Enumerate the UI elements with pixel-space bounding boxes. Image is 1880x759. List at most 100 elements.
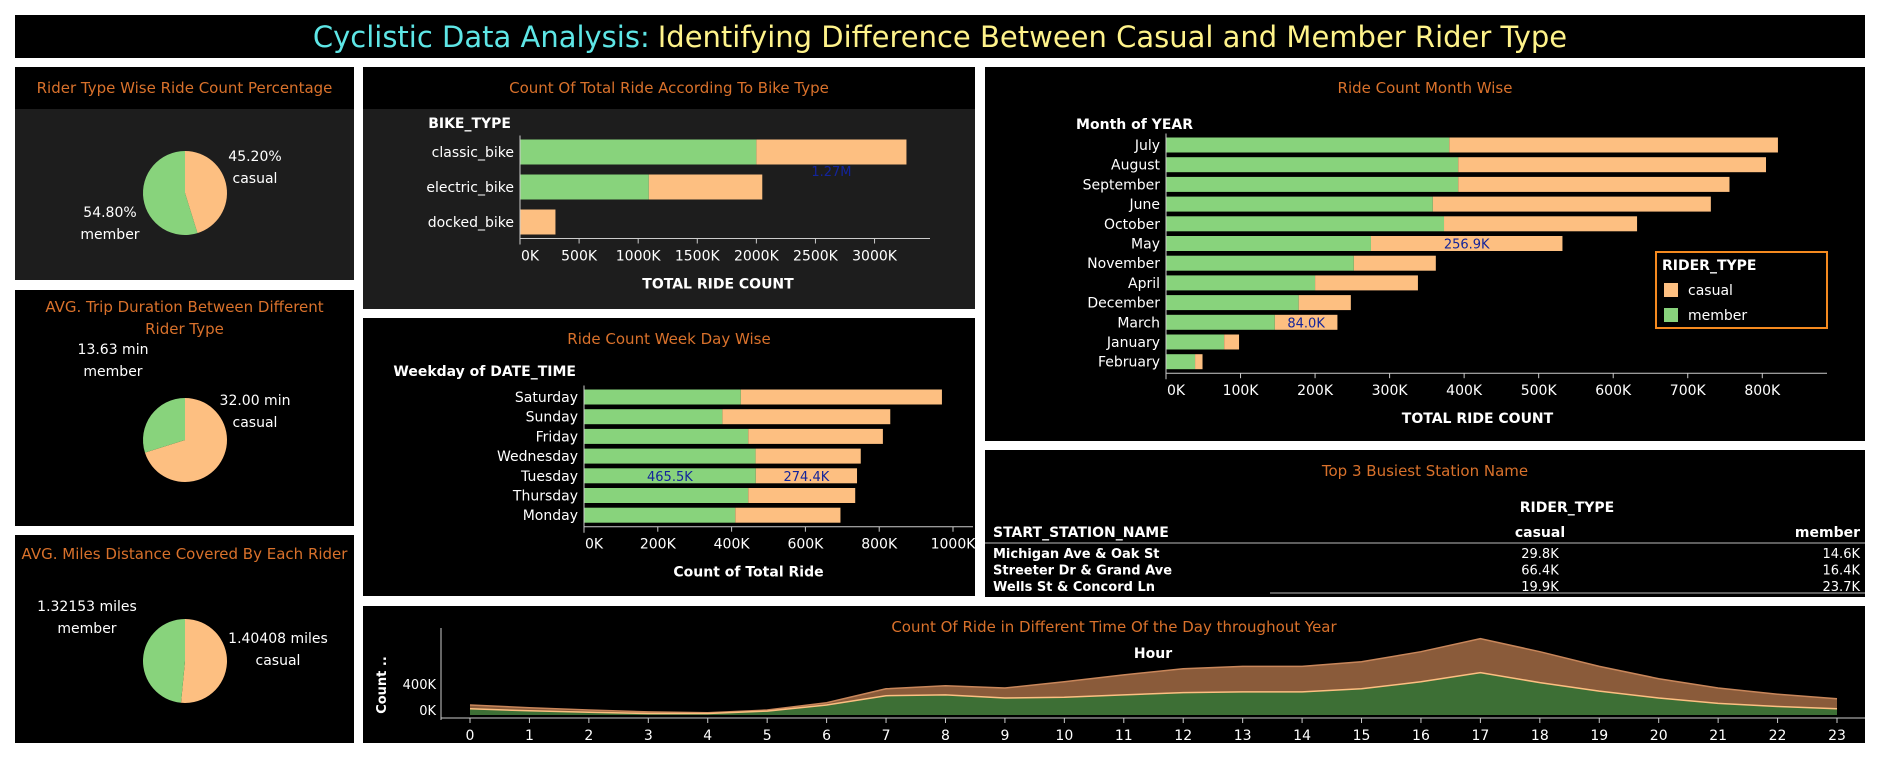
trip-duration-panel: AVG. Trip Duration Between Different Rid… — [15, 290, 354, 526]
stations-row-member-2: 23.7K — [1823, 580, 1861, 595]
hour-x-tick-label-19: 19 — [1590, 728, 1608, 743]
month-tick-label-2: 200K — [1297, 383, 1334, 399]
weekday-bar-member-Saturday — [584, 389, 741, 405]
trip_duration-label-name-member: member — [83, 364, 142, 380]
month-bar-casual-August — [1458, 157, 1767, 173]
month-title: Ride Count Month Wise — [1337, 79, 1513, 97]
month-panel: Ride Count Month Wise Month of YEAR July A… — [985, 67, 1865, 441]
miles-label-name-member: member — [57, 621, 116, 637]
stations-title: Top 3 Busiest Station Name — [1321, 462, 1529, 480]
trip-duration-pie: 32.00 min casual 13.63 min member — [78, 342, 291, 482]
month-cat-August: August — [1111, 158, 1161, 174]
stations-row-casual-0: 29.8K — [1521, 547, 1559, 562]
stations-row-name-2: Wells St & Concord Ln — [993, 580, 1155, 595]
weekday-annotation-Tuesday-casual: 274.4K — [784, 470, 830, 485]
weekday-chart: Weekday of DATE_TIME Saturday Sunday Friday… — [393, 364, 975, 581]
weekday-cat-Wednesday: Wednesday — [497, 449, 578, 465]
stations-row-name-0: Michigan Ave & Oak St — [993, 547, 1160, 562]
month-bar-member-March — [1166, 314, 1275, 330]
miles-slice-casual — [181, 619, 227, 703]
weekday-tick-label-1: 200K — [640, 537, 677, 553]
bike_type-cat-classic_bike: classic_bike — [432, 145, 514, 161]
hour-x-tick-label-11: 11 — [1115, 728, 1133, 743]
weekday-bar-member-Sunday — [584, 409, 723, 425]
bike_type-tick-label-5: 2500K — [793, 249, 839, 265]
bike_type-bar-member-electric_bike — [520, 174, 649, 200]
weekday-tick-label-5: 1000K — [931, 537, 975, 553]
hour-panel: Count Of Ride in Different Time Of the D… — [363, 606, 1865, 743]
bike-type-panel: Count Of Total Ride According To Bike Ty… — [363, 67, 975, 309]
month-annotation-May-casual: 256.9K — [1444, 238, 1490, 253]
weekday-bar-member-Monday — [584, 507, 736, 523]
weekday-bar-member-Wednesday — [584, 448, 756, 464]
month-bar-member-February — [1166, 354, 1196, 370]
stations-row-casual-1: 66.4K — [1521, 564, 1559, 579]
month-bar-casual-December — [1298, 295, 1351, 311]
month-cat-January: January — [1106, 335, 1160, 351]
weekday-bar-casual-Saturday — [740, 389, 942, 405]
hour-x-tick-label-5: 5 — [763, 728, 772, 743]
weekday-bar-casual-Friday — [748, 428, 883, 444]
weekday-bar-member-Friday — [584, 428, 749, 444]
title-part-2: Identifying Difference Between Casual an… — [657, 19, 1568, 54]
month-cat-September: September — [1083, 177, 1161, 193]
month-row-header: Month of YEAR — [1076, 117, 1193, 133]
weekday-bar-member-Tuesday — [584, 468, 756, 484]
weekday-panel: Ride Count Week Day Wise Weekday of DATE… — [363, 318, 975, 596]
hour-y-tick-label-1: 400K — [403, 678, 437, 693]
miles-pie: 1.40408 miles casual 1.32153 miles member — [37, 599, 328, 703]
weekday-row-header: Weekday of DATE_TIME — [393, 364, 576, 380]
hour-ylabel: Count .. — [375, 656, 390, 714]
hour-x-tick-label-16: 16 — [1412, 728, 1430, 743]
month-bar-casual-February — [1195, 354, 1203, 370]
month-tick-label-5: 500K — [1521, 383, 1558, 399]
month-cat-June: June — [1129, 197, 1161, 213]
hour-x-tick-label-2: 2 — [584, 728, 593, 743]
weekday-cat-Sunday: Sunday — [526, 410, 578, 426]
bike_type-cat-electric_bike: electric_bike — [426, 180, 514, 196]
month-cat-July: July — [1134, 138, 1160, 154]
miles-label-name-casual: casual — [256, 653, 301, 669]
bike_type-tick-label-6: 3000K — [852, 249, 898, 265]
month-annotation-March-casual: 84.0K — [1287, 316, 1325, 331]
month-tick-label-0: 0K — [1167, 383, 1186, 399]
rider-pct-pie: 45.20% casual 54.80% member — [80, 149, 281, 243]
rider_pct-label-name-casual: casual — [233, 171, 278, 187]
stations-panel: Top 3 Busiest Station Name RIDER_TYPE STA… — [985, 450, 1865, 597]
hour-x-tick-label-21: 21 — [1709, 728, 1727, 743]
trip_duration-label-value-casual: 32.00 min — [220, 393, 291, 409]
month-bar-casual-October — [1444, 216, 1638, 232]
miles-title: AVG. Miles Distance Covered By Each Ride… — [21, 545, 348, 563]
bike_type-tick-label-0: 0K — [521, 249, 540, 265]
trip_duration-slice-member — [143, 398, 185, 453]
month-cat-April: April — [1128, 276, 1160, 292]
month-bar-casual-June — [1432, 196, 1711, 212]
weekday-cat-Tuesday: Tuesday — [520, 469, 578, 485]
bike_type-bar-casual-classic_bike — [756, 139, 907, 165]
trip_duration-label-name-casual: casual — [233, 415, 278, 431]
month-tick-label-3: 300K — [1372, 383, 1409, 399]
bike_type-xlabel: TOTAL RIDE COUNT — [642, 277, 794, 293]
weekday-cat-Thursday: Thursday — [512, 489, 578, 505]
month-legend-swatch-member — [1664, 308, 1678, 322]
weekday-bar-casual-Sunday — [722, 409, 891, 425]
month-bar-member-May — [1166, 236, 1371, 251]
month-bar-casual-January — [1224, 334, 1240, 350]
weekday-tick-label-0: 0K — [585, 537, 604, 553]
month-tick-label-1: 100K — [1223, 383, 1260, 399]
month-legend-label-member: member — [1688, 308, 1747, 324]
rider_pct-slice-casual — [185, 151, 228, 234]
month-cat-November: November — [1087, 256, 1160, 272]
hour-x-tick-label-1: 1 — [525, 728, 534, 743]
stations-row-header: START_STATION_NAME — [993, 525, 1169, 541]
weekday-tick-label-3: 600K — [787, 537, 824, 553]
miles-panel: AVG. Miles Distance Covered By Each Ride… — [15, 535, 354, 743]
trip-duration-title: AVG. Trip Duration Between Different Rid… — [45, 298, 324, 338]
hour-y-tick-label-0: 0K — [419, 704, 436, 719]
hour-x-header: Hour — [1134, 646, 1172, 662]
bike-type-chart: BIKE_TYPE classic_bike electric_bikedocked… — [426, 116, 930, 293]
weekday-bar-member-Thursday — [584, 488, 749, 503]
month-bar-casual-November — [1353, 255, 1436, 271]
rider_pct-slice-member — [143, 151, 198, 235]
month-bar-member-July — [1166, 137, 1450, 153]
